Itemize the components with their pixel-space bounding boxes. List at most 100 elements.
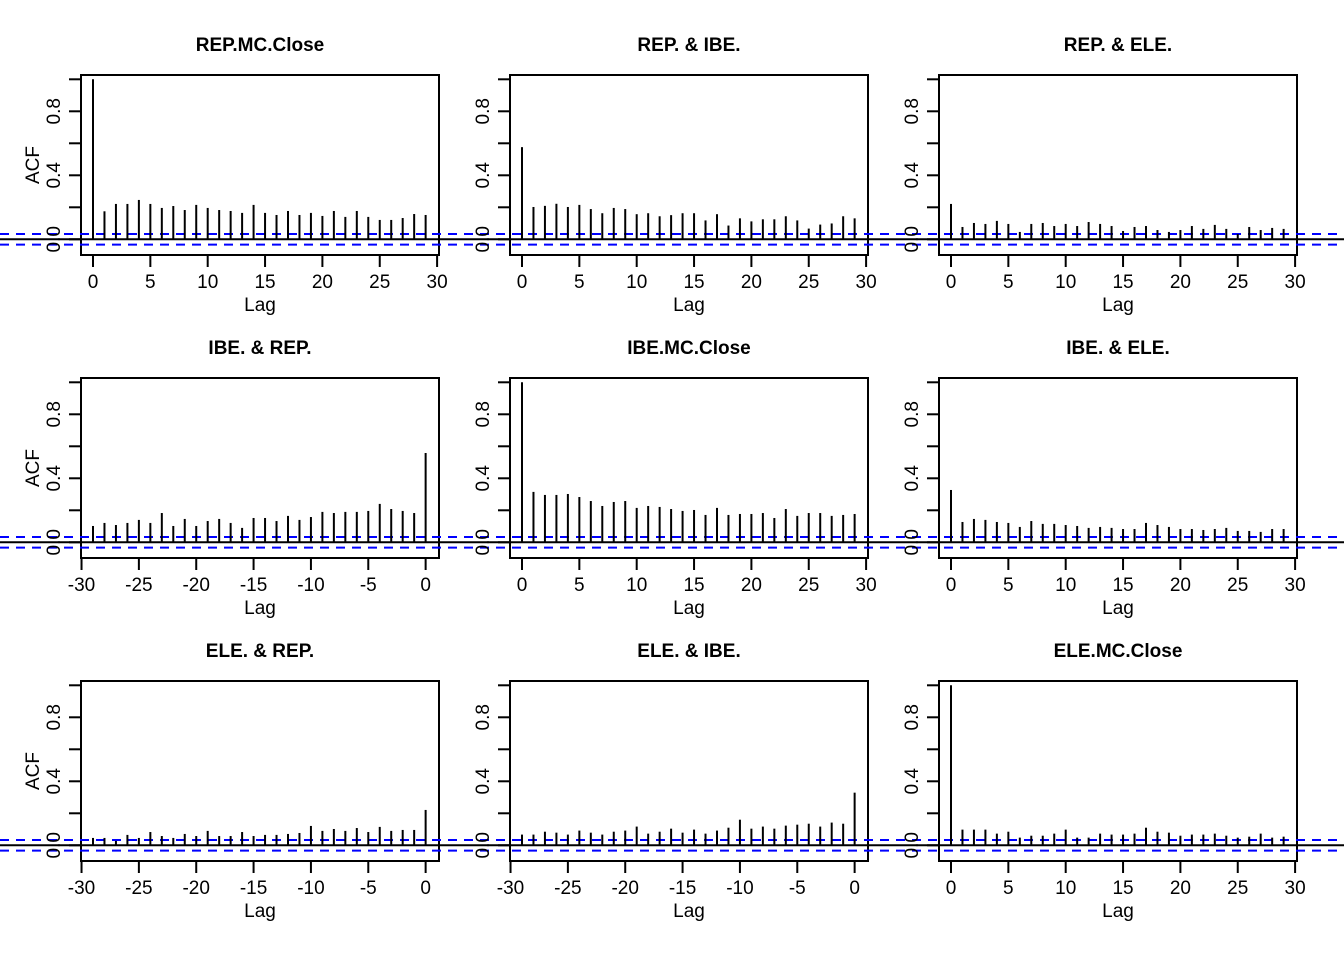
x-tick-label: 30	[1285, 272, 1306, 293]
x-tick-label: 0	[517, 272, 528, 293]
y-tick-label: 0.4	[902, 768, 923, 795]
x-tick-label: -30	[497, 878, 524, 899]
y-tick-label: 0.8	[473, 704, 494, 730]
x-tick-label: 25	[798, 575, 819, 596]
y-tick-label: 0.0	[44, 529, 65, 555]
x-axis-label: Lag	[1102, 295, 1134, 316]
plot-frame	[509, 74, 869, 256]
x-tick-label: -20	[611, 878, 638, 899]
x-tick-label: -20	[182, 575, 209, 596]
y-tick-label: 0.0	[473, 529, 494, 555]
y-tick-label: 0.4	[902, 162, 923, 189]
x-axis-label: Lag	[1102, 901, 1134, 922]
x-tick-label: 10	[626, 272, 647, 293]
x-tick-label: 0	[88, 272, 99, 293]
y-tick-label: 0.4	[44, 465, 65, 492]
y-tick-label: 0.8	[44, 401, 65, 427]
x-tick-label: -25	[125, 878, 152, 899]
y-tick-label: 0.8	[44, 98, 65, 124]
x-tick-label: 15	[683, 575, 704, 596]
panel-title: IBE. & REP.	[208, 338, 311, 359]
panel-title: REP. & IBE.	[637, 35, 740, 56]
x-tick-label: 10	[626, 575, 647, 596]
x-tick-label: -15	[669, 878, 696, 899]
plot-frame	[938, 74, 1298, 256]
x-tick-label: 0	[517, 575, 528, 596]
plot-frame	[509, 680, 869, 862]
acf-panel: IBE. & REP. 0.0 0.4 0.8 -30 -25 -20 -15 -10 -5 0 La…	[0, 338, 448, 619]
x-tick-label: -10	[726, 878, 753, 899]
y-tick-label: 0.8	[44, 704, 65, 730]
x-tick-label: 20	[1170, 878, 1191, 899]
x-tick-label: -30	[68, 575, 95, 596]
x-tick-label: 10	[197, 272, 218, 293]
plot-frame	[509, 377, 869, 559]
acf-panel: REP. & ELE. 0.0 0.4 0.8 0 5 10 15 20 25 30 Lag	[896, 35, 1344, 316]
x-tick-label: 25	[798, 272, 819, 293]
x-tick-label: 5	[145, 272, 156, 293]
y-tick-label: 0.0	[473, 226, 494, 252]
panel-title: IBE. & ELE.	[1066, 338, 1169, 359]
x-axis-label: Lag	[1102, 598, 1134, 619]
x-tick-label: 0	[946, 575, 957, 596]
x-tick-label: 5	[574, 272, 585, 293]
x-tick-label: -25	[125, 575, 152, 596]
y-axis-label: ACF	[23, 752, 44, 790]
x-tick-label: 5	[1003, 878, 1014, 899]
y-tick-label: 0.8	[473, 98, 494, 124]
x-tick-label: 20	[1170, 575, 1191, 596]
plot-frame	[938, 680, 1298, 862]
x-axis-label: Lag	[673, 295, 705, 316]
y-axis-label: ACF	[23, 449, 44, 487]
x-tick-label: 10	[1055, 878, 1076, 899]
x-axis-label: Lag	[244, 598, 276, 619]
panel-title: ELE. & REP.	[206, 641, 314, 662]
y-tick-label: 0.4	[44, 768, 65, 795]
x-tick-label: 15	[1112, 272, 1133, 293]
panel-title: ELE. & IBE.	[637, 641, 740, 662]
plot-frame	[80, 680, 440, 862]
acf-panel: IBE.MC.Close 0.0 0.4 0.8 0 5 10 15 20 25 30 Lag	[448, 338, 896, 619]
x-tick-label: -15	[240, 878, 267, 899]
x-tick-label: 20	[741, 272, 762, 293]
x-tick-label: -5	[360, 878, 377, 899]
panel-title: ELE.MC.Close	[1054, 641, 1183, 662]
acf-panel: ELE. & IBE. 0.0 0.4 0.8 -30 -25 -20 -15 -10 -5 0 La…	[448, 641, 896, 922]
x-tick-label: -10	[297, 878, 324, 899]
acf-panel: REP. & IBE. 0.0 0.4 0.8 0 5 10 15 20 25 30 Lag	[448, 35, 896, 316]
x-tick-label: 10	[1055, 272, 1076, 293]
plot-frame	[80, 74, 440, 256]
x-tick-label: 30	[1285, 575, 1306, 596]
x-axis-label: Lag	[673, 901, 705, 922]
y-tick-label: 0.0	[902, 226, 923, 252]
y-tick-label: 0.8	[902, 98, 923, 124]
y-axis-label: ACF	[23, 146, 44, 184]
x-tick-label: 30	[856, 272, 877, 293]
plot-frame	[80, 377, 440, 559]
x-tick-label: 25	[1227, 878, 1248, 899]
x-tick-label: 15	[254, 272, 275, 293]
x-tick-label: 0	[946, 878, 957, 899]
x-tick-label: -5	[360, 575, 377, 596]
acf-panel: REP.MC.Close 0.0 0.4 0.8 0 5 10 15 20 25 30 Lag ACF	[0, 35, 448, 316]
x-axis-label: Lag	[244, 295, 276, 316]
x-axis-label: Lag	[673, 598, 705, 619]
x-tick-label: 0	[420, 878, 431, 899]
x-tick-label: -20	[182, 878, 209, 899]
x-tick-label: 0	[420, 575, 431, 596]
y-tick-label: 0.0	[473, 832, 494, 858]
x-tick-label: 30	[856, 575, 877, 596]
x-tick-label: 0	[946, 272, 957, 293]
panel-title: REP.MC.Close	[196, 35, 324, 56]
y-tick-label: 0.4	[902, 465, 923, 492]
x-tick-label: 30	[427, 272, 448, 293]
x-tick-label: 20	[741, 575, 762, 596]
y-tick-label: 0.0	[902, 832, 923, 858]
acf-panel: IBE. & ELE. 0.0 0.4 0.8 0 5 10 15 20 25 30 Lag	[896, 338, 1344, 619]
x-tick-label: -10	[297, 575, 324, 596]
x-tick-label: 25	[1227, 575, 1248, 596]
x-tick-label: 10	[1055, 575, 1076, 596]
y-tick-label: 0.4	[473, 768, 494, 795]
acf-panel: ELE. & REP. 0.0 0.4 0.8 -30 -25 -20 -15 -10 -5 0 La…	[0, 641, 448, 922]
